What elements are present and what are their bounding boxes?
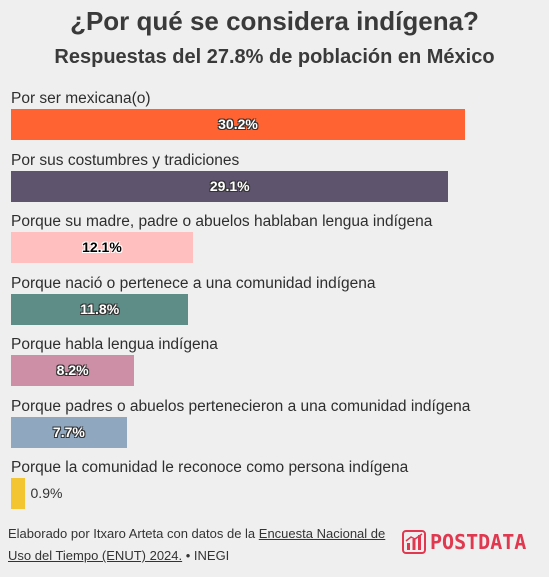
bar-value-label: 11.8% — [80, 300, 120, 317]
bar-label: Porque padres o abuelos pertenecieron a … — [11, 397, 471, 415]
bar — [11, 355, 135, 386]
chart-subtitle: Respuestas del 27.8% de población en Méx… — [54, 46, 495, 68]
logo-text: POSTDATA — [430, 530, 527, 554]
bar-chart-logo-icon — [402, 530, 426, 554]
bar-label: Porque la comunidad le reconoce como per… — [11, 459, 409, 476]
bar — [11, 232, 193, 263]
bar-value-label: 29.1% — [209, 177, 250, 194]
survey-link[interactable]: Encuesta Nacional de Uso del Tiempo (ENU… — [8, 526, 386, 563]
bar — [11, 170, 449, 202]
bar — [11, 109, 465, 140]
bar — [11, 416, 127, 448]
footer-source: • INEGI — [182, 548, 230, 563]
bar-value-label: 0.9% — [30, 485, 63, 501]
source-footer: Elaborado por Itxaro Arteta con datos de… — [8, 523, 388, 567]
bar — [11, 478, 25, 509]
bar-label: Por ser mexicana(o) — [11, 90, 151, 107]
postdata-logo: POSTDATA — [402, 528, 526, 556]
bar-value-label: 8.2% — [56, 362, 89, 378]
bar — [11, 293, 189, 325]
bar-label: Porque nació o pertenece a una comunidad… — [11, 274, 376, 292]
bar-value-label: 30.2% — [218, 116, 258, 132]
footer-credit: Elaborado por Itxaro Arteta con datos de… — [8, 526, 259, 541]
bar-value-label: 12.1% — [82, 239, 122, 255]
bar-label: Porque su madre, padre o abuelos hablaba… — [11, 213, 433, 230]
bar-value-label: 7.7% — [52, 423, 85, 440]
bar-label: Porque habla lengua indígena — [11, 336, 218, 353]
chart-title: ¿Por qué se considera indígena? — [70, 6, 479, 36]
bar-label: Por sus costumbres y tradiciones — [11, 151, 240, 169]
